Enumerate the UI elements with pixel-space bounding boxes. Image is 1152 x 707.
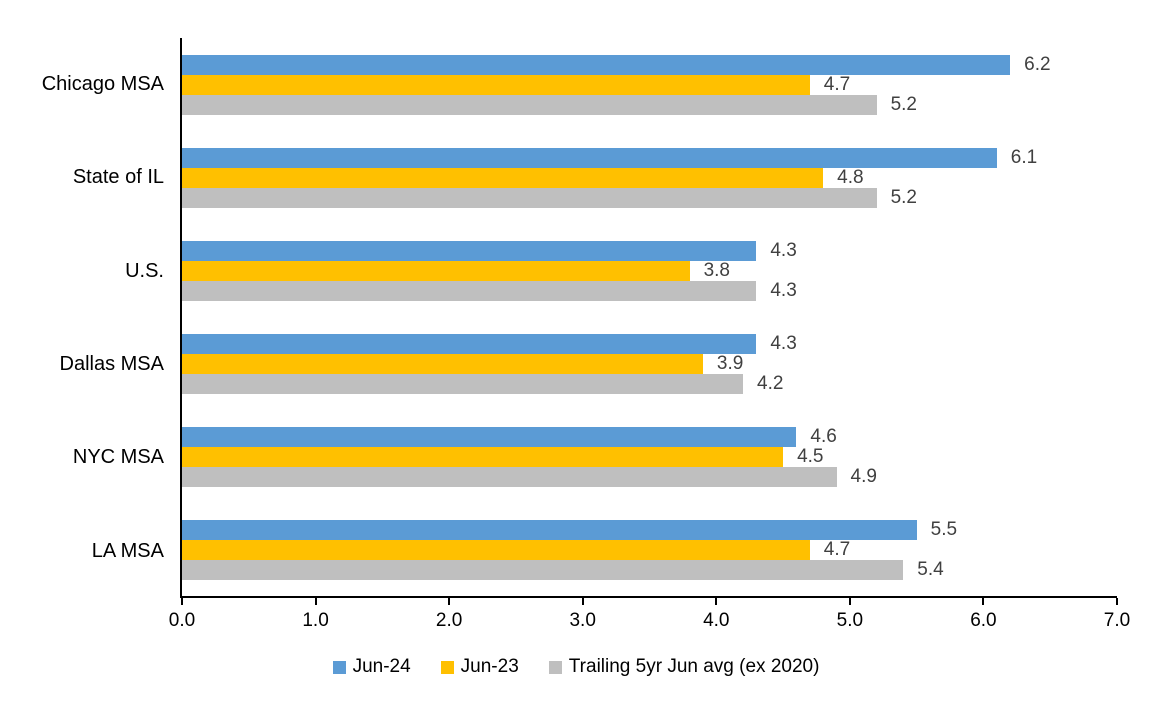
category-label: NYC MSA <box>72 446 164 469</box>
x-tick-label: 7.0 <box>1103 610 1131 631</box>
x-axis: 0.0 1.0 2.0 3.0 4.0 5.0 6.0 7.0 <box>169 598 1130 644</box>
category-label: Dallas MSA <box>59 353 164 376</box>
legend-label: Trailing 5yr Jun avg (ex 2020) <box>568 656 820 677</box>
category-label: State of IL <box>72 166 164 189</box>
bar-trailing-5yr-jun-avg-ex-2020- <box>182 94 877 115</box>
data-label: 4.3 <box>770 333 797 354</box>
data-label: 4.3 <box>770 240 797 261</box>
legend-item: Jun-24 <box>332 656 411 678</box>
bar-jun-24 <box>182 426 797 447</box>
data-label: 4.9 <box>850 466 877 487</box>
plot-column: 6.2 4.7 5.2 6.1 4.8 5.2 4.3 3.8 4.3 4.3 3.9 4.2 4.6 4… <box>169 38 1130 644</box>
bar-row: 6.2 <box>182 54 1117 75</box>
data-label: 5.2 <box>890 187 917 208</box>
bar-row: 3.8 <box>182 260 1117 281</box>
x-tick-mark <box>982 598 985 605</box>
data-label: 4.6 <box>810 426 837 447</box>
x-tick-mark <box>314 598 317 605</box>
category-labels: Chicago MSA State of IL U.S. Dallas MSA NYC … <box>0 38 180 598</box>
bar-group: 6.2 4.7 5.2 <box>182 38 1117 131</box>
data-label: 5.5 <box>930 519 958 540</box>
bar-group: 4.6 4.5 4.9 <box>182 410 1117 503</box>
plot-area: 6.2 4.7 5.2 6.1 4.8 5.2 4.3 3.8 4.3 4.3 3.9 4.2 4.6 4… <box>180 38 1117 598</box>
data-label: 4.7 <box>823 74 851 95</box>
legend-label: Jun-23 <box>460 656 519 677</box>
x-tick-mark <box>181 598 183 605</box>
bar-row: 4.3 <box>182 280 1117 301</box>
bar-jun-23 <box>182 167 824 188</box>
chart-main-row: Chicago MSA State of IL U.S. Dallas MSA NYC … <box>0 38 1130 644</box>
x-tick-label: 1.0 <box>302 610 329 631</box>
bar-trailing-5yr-jun-avg-ex-2020- <box>182 280 757 301</box>
bar-group: 6.1 4.8 5.2 <box>182 131 1117 224</box>
bar-group: 4.3 3.9 4.2 <box>182 317 1117 410</box>
bar-row: 5.5 <box>182 519 1117 540</box>
data-label: 4.7 <box>823 539 851 560</box>
category-label: U.S. <box>125 259 164 282</box>
bar-row: 5.4 <box>182 559 1117 580</box>
x-tick-label: 5.0 <box>836 610 864 631</box>
x-tick-mark <box>848 598 851 605</box>
data-label: 4.8 <box>837 167 864 188</box>
legend-swatch <box>440 660 454 674</box>
x-tick-label: 2.0 <box>435 610 463 631</box>
data-label: 3.9 <box>716 353 744 374</box>
x-tick-mark <box>448 598 451 605</box>
x-tick-label: 4.0 <box>703 610 730 631</box>
bar-jun-23 <box>182 446 784 467</box>
category-label: LA MSA <box>91 539 164 562</box>
bar-jun-24 <box>182 54 1011 75</box>
bar-jun-24 <box>182 333 757 354</box>
legend-item: Trailing 5yr Jun avg (ex 2020) <box>548 656 820 678</box>
bar-row: 6.1 <box>182 147 1117 168</box>
bar-row: 4.3 <box>182 240 1117 261</box>
bar-row: 4.7 <box>182 74 1117 95</box>
bar-row: 5.2 <box>182 187 1117 208</box>
bar-row: 4.2 <box>182 373 1117 394</box>
data-label: 5.4 <box>917 559 944 580</box>
legend-swatch <box>332 660 346 674</box>
x-tick-label: 3.0 <box>569 610 596 631</box>
bar-jun-23 <box>182 260 690 281</box>
bar-trailing-5yr-jun-avg-ex-2020- <box>182 187 877 208</box>
data-label: 6.2 <box>1024 54 1051 75</box>
bar-jun-24 <box>182 147 997 168</box>
bar-trailing-5yr-jun-avg-ex-2020- <box>182 559 904 580</box>
legend-label: Jun-24 <box>352 656 411 677</box>
x-tick-mark <box>715 598 718 605</box>
bar-group: 4.3 3.8 4.3 <box>182 224 1117 317</box>
x-tick-mark <box>1116 598 1118 605</box>
data-label: 5.2 <box>890 94 917 115</box>
bar-group: 5.5 4.7 5.4 <box>182 503 1117 596</box>
bar-row: 4.6 <box>182 426 1117 447</box>
bar-row: 3.9 <box>182 353 1117 374</box>
x-tick-label: 0.0 <box>168 610 196 631</box>
data-label: 4.5 <box>797 446 824 467</box>
data-label: 3.8 <box>703 260 730 281</box>
bar-jun-24 <box>182 240 757 261</box>
category-label: Chicago MSA <box>41 73 164 96</box>
legend-item: Jun-23 <box>440 656 519 678</box>
bar-row: 4.3 <box>182 333 1117 354</box>
bar-row: 4.9 <box>182 466 1117 487</box>
data-label: 4.2 <box>757 373 784 394</box>
data-label: 6.1 <box>1010 147 1038 168</box>
bar-trailing-5yr-jun-avg-ex-2020- <box>182 466 837 487</box>
legend: Jun-24 Jun-23 Trailing 5yr Jun avg (ex 202… <box>0 656 1152 678</box>
bar-trailing-5yr-jun-avg-ex-2020- <box>182 373 743 394</box>
bar-jun-23 <box>182 353 703 374</box>
bar-row: 4.8 <box>182 167 1117 188</box>
data-label: 4.3 <box>770 280 797 301</box>
legend-swatch <box>548 660 562 674</box>
x-tick-label: 6.0 <box>970 610 997 631</box>
x-tick-mark <box>581 598 584 605</box>
bar-jun-24 <box>182 519 917 540</box>
bar-row: 5.2 <box>182 94 1117 115</box>
bar-row: 4.5 <box>182 446 1117 467</box>
bar-row: 4.7 <box>182 539 1117 560</box>
bar-jun-23 <box>182 539 810 560</box>
bar-jun-23 <box>182 74 810 95</box>
